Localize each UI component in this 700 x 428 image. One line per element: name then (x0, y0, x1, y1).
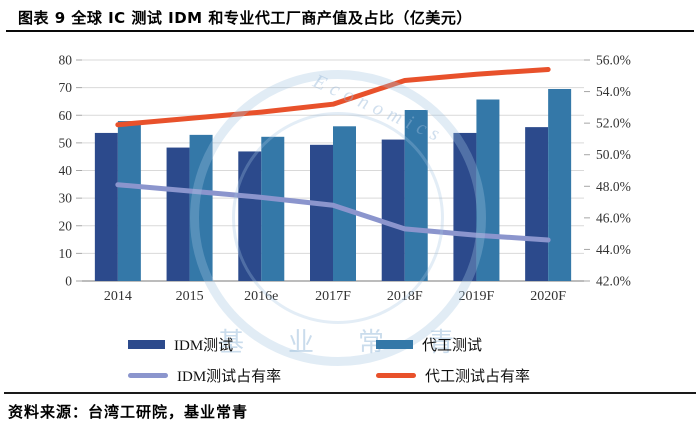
x-axis-label: 2017F (315, 289, 351, 304)
bar-idm-2018F (381, 139, 405, 281)
bar-foundry-2018F (404, 110, 428, 281)
foundry-share-line-swatch-icon (376, 373, 416, 378)
title-rule (6, 30, 694, 32)
x-axis-label: 2018F (387, 289, 423, 304)
x-axis-label: 2019F (459, 289, 495, 304)
right-axis-label: 54.0% (596, 84, 631, 99)
page-title: 图表 9 全球 IC 测试 IDM 和专业代工厂商产值及占比（亿美元） (18, 9, 472, 27)
legend-label-idm-share: IDM测试占有率 (177, 369, 282, 385)
bar-foundry-2020F (548, 89, 572, 281)
legend-label-idm-bar: IDM测试 (174, 338, 234, 354)
left-axis-label: 60 (59, 108, 73, 123)
figure-footer: 资料来源：台湾工研院，基业常青 (0, 392, 700, 422)
figure-title-bar: 图表 9 全球 IC 测试 IDM 和专业代工厂商产值及占比（亿美元） (0, 0, 700, 33)
x-axis-label: 2015 (176, 289, 204, 304)
right-axis-label: 44.0% (596, 242, 631, 257)
right-axis-label: 50.0% (596, 147, 631, 162)
x-axis-label: 2020F (530, 289, 566, 304)
footer-rule (4, 392, 696, 394)
left-axis-label: 80 (59, 53, 73, 68)
idm-share-line-swatch-icon (128, 373, 168, 378)
bar-idm-2019F (453, 132, 477, 281)
legend-item-idm-share: IDM测试占有率 (128, 365, 376, 386)
left-axis-label: 30 (59, 191, 73, 206)
left-axis-label: 70 (59, 80, 73, 95)
left-axis-label: 40 (59, 163, 73, 178)
source-note: 资料来源：台湾工研院，基业常青 (8, 403, 249, 421)
x-axis-label: 2014 (104, 289, 132, 304)
bar-foundry-2017F (333, 126, 356, 281)
foundry-share-line (115, 66, 551, 128)
right-axis-label: 42.0% (596, 274, 631, 289)
chart-canvas: 0 10 20 30 40 50 60 70 80 42.0% 44.0% 46.0% 48.0% 50.… (59, 53, 631, 305)
bar-foundry-2015 (189, 134, 213, 281)
bar-idm-2020F (525, 127, 549, 281)
x-axis-label: 2016e (244, 289, 278, 304)
legend-label-foundry-share: 代工测试占有率 (425, 369, 531, 385)
left-axis-label: 50 (59, 135, 73, 150)
left-axis-label: 0 (65, 274, 72, 289)
right-axis-label: 46.0% (596, 210, 631, 225)
right-axis-label: 48.0% (596, 179, 631, 194)
idm-bar-swatch-icon (128, 340, 165, 349)
chart-legend: IDM测试 代工测试 IDM测试占有率 代工测试占有率 (128, 329, 608, 391)
left-axis-label: 20 (59, 218, 73, 233)
bar-idm-2016e (238, 151, 262, 281)
legend-item-idm-bar: IDM测试 (128, 334, 376, 355)
bar-foundry-2019F (476, 99, 500, 281)
bar-idm-2015 (166, 147, 190, 281)
right-axis-label: 52.0% (596, 116, 631, 131)
bar-idm-2014 (94, 132, 118, 281)
bar-foundry-2016e (261, 136, 285, 281)
right-axis-label: 56.0% (596, 53, 631, 68)
combo-chart: 0 10 20 30 40 50 60 70 80 42.0% 44.0% 46.0% 48.0% 50.… (0, 36, 700, 316)
legend-item-foundry-share: 代工测试占有率 (376, 365, 596, 386)
bar-foundry-2014 (117, 121, 141, 282)
left-axis-label: 10 (59, 246, 73, 261)
legend-label-foundry-bar: 代工测试 (422, 338, 483, 354)
idm-share-line (115, 182, 551, 243)
foundry-bar-swatch-icon (376, 340, 413, 349)
bar-idm-2017F (310, 144, 333, 281)
legend-item-foundry-bar: 代工测试 (376, 334, 596, 355)
